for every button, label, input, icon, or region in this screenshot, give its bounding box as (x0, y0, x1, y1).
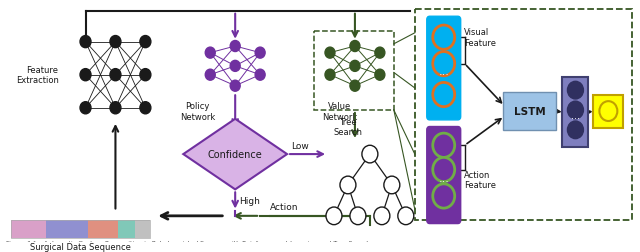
Text: ...: ... (438, 67, 449, 77)
Circle shape (230, 81, 240, 92)
Circle shape (568, 102, 584, 119)
Text: LSTM: LSTM (514, 107, 545, 117)
Circle shape (375, 48, 385, 59)
Text: Action: Action (270, 203, 299, 212)
Circle shape (255, 48, 265, 59)
Circle shape (350, 207, 366, 225)
Circle shape (230, 61, 240, 72)
Circle shape (568, 121, 584, 139)
Circle shape (384, 176, 400, 194)
Circle shape (110, 102, 121, 114)
Circle shape (362, 146, 378, 163)
Circle shape (568, 82, 584, 100)
Circle shape (340, 176, 356, 194)
Circle shape (433, 26, 454, 50)
FancyBboxPatch shape (427, 127, 461, 224)
Text: Confidence: Confidence (208, 149, 262, 160)
Text: Visual
Feature: Visual Feature (464, 28, 496, 48)
Text: ...: ... (571, 111, 580, 121)
Circle shape (433, 83, 454, 107)
Circle shape (140, 69, 151, 81)
Circle shape (325, 70, 335, 81)
Circle shape (80, 69, 91, 81)
Circle shape (205, 48, 215, 59)
Circle shape (374, 207, 390, 225)
Circle shape (140, 36, 151, 48)
Circle shape (140, 102, 151, 114)
Text: Tree
Search: Tree Search (333, 118, 362, 137)
Text: High: High (239, 196, 260, 205)
Circle shape (433, 134, 454, 158)
FancyBboxPatch shape (563, 78, 588, 148)
Circle shape (110, 69, 121, 81)
Text: Figure 1 for Automatic Gesture Recognition in Robot-assisted Surgery with Reinfo: Figure 1 for Automatic Gesture Recogniti… (6, 240, 370, 245)
FancyBboxPatch shape (502, 93, 557, 130)
Bar (11, 220, 150, 238)
Bar (45, 220, 88, 238)
Circle shape (433, 52, 454, 77)
Circle shape (433, 184, 454, 208)
Circle shape (205, 70, 215, 81)
Circle shape (230, 41, 240, 52)
Text: Policy
Network: Policy Network (180, 102, 215, 121)
Text: Action
Feature: Action Feature (464, 170, 496, 190)
Circle shape (398, 207, 414, 225)
Circle shape (255, 70, 265, 81)
Bar (314, 32, 394, 111)
Bar (135, 220, 150, 238)
Text: Surgical Data Sequence: Surgical Data Sequence (30, 242, 131, 251)
Circle shape (375, 70, 385, 81)
Text: Low: Low (291, 141, 309, 150)
FancyBboxPatch shape (427, 17, 461, 120)
Bar (415, 10, 632, 220)
Circle shape (326, 207, 342, 225)
Circle shape (600, 102, 618, 121)
Circle shape (433, 158, 454, 182)
Circle shape (350, 81, 360, 92)
Circle shape (110, 36, 121, 48)
Text: Feature
Extraction: Feature Extraction (16, 66, 59, 85)
Bar (118, 220, 135, 238)
Circle shape (80, 36, 91, 48)
Polygon shape (183, 119, 287, 190)
Circle shape (350, 41, 360, 52)
Circle shape (350, 61, 360, 72)
Bar (88, 220, 118, 238)
FancyBboxPatch shape (593, 95, 623, 128)
Bar (11, 220, 45, 238)
Circle shape (80, 102, 91, 114)
Text: Value
Network: Value Network (323, 102, 358, 121)
Text: ...: ... (438, 174, 449, 184)
Circle shape (325, 48, 335, 59)
